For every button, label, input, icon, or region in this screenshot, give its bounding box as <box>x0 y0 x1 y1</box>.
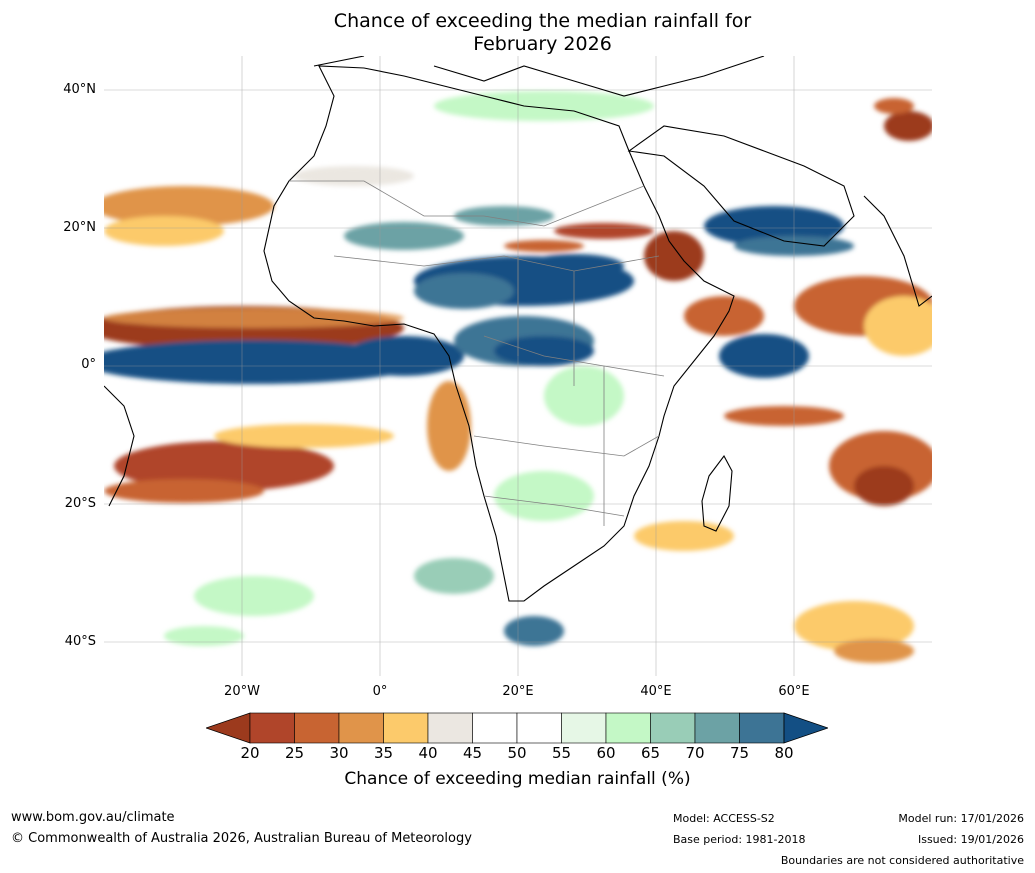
colorbar-extend-high <box>783 712 828 744</box>
footer-model-run: Model run: 17/01/2026 <box>898 812 1024 825</box>
colorbar-extend-low <box>206 712 251 744</box>
lon-label-20e: 20°E <box>502 684 534 699</box>
colorbar-tick-label: 70 <box>685 744 705 762</box>
colorbar-bin <box>249 712 295 744</box>
footer-model: Model: ACCESS-S2 <box>673 812 775 825</box>
lat-label-40n: 40°N <box>63 82 96 97</box>
colorbar-tick-label: 40 <box>418 744 438 762</box>
lon-label-0: 0° <box>372 684 388 699</box>
colorbar-bin <box>427 712 473 744</box>
coastlines <box>104 56 932 602</box>
footer-website: www.bom.gov.au/climate <box>11 810 175 825</box>
africa-coastline <box>263 65 735 602</box>
lat-label-20n: 20°N <box>63 220 96 235</box>
colorbar-bin <box>561 712 607 744</box>
title-line-2: February 2026 <box>473 33 612 55</box>
colorbar-bin <box>383 712 429 744</box>
colorbar-bin <box>694 712 740 744</box>
title-line-1: Chance of exceeding the median rainfall … <box>333 10 752 32</box>
colorbar-bin <box>472 712 518 744</box>
colorbar-tick-label: 65 <box>640 744 661 762</box>
colorbar-bin <box>338 712 384 744</box>
colorbar <box>206 712 828 744</box>
colorbar-tick-label: 75 <box>729 744 750 762</box>
colorbar-tick-label: 55 <box>551 744 572 762</box>
colorbar-title: Chance of exceeding median rainfall (%) <box>344 769 691 789</box>
colorbar-tick-label: 80 <box>774 744 794 762</box>
colorbar-tick-label: 30 <box>329 744 349 762</box>
colorbar-tick-label: 25 <box>284 744 305 762</box>
country-borders <box>289 180 665 526</box>
footer-issued: Issued: 19/01/2026 <box>917 833 1024 846</box>
colorbar-tick-label: 20 <box>240 744 260 762</box>
lat-label-40s: 40°S <box>64 634 96 649</box>
footer-copyright: © Commonwealth of Australia 2026, Austra… <box>11 831 472 846</box>
map-title: Chance of exceeding the median rainfall … <box>0 10 1035 56</box>
europe-coastline <box>313 56 765 97</box>
rainfall-probability-map <box>104 56 932 676</box>
map-panel <box>104 56 932 676</box>
lat-label-20s: 20°S <box>64 496 96 511</box>
colorbar-bin <box>516 712 562 744</box>
lon-label-20w: 20°W <box>224 684 260 699</box>
colorbar-tick-label: 60 <box>596 744 616 762</box>
arabia-coastline <box>627 125 855 247</box>
lon-label-40e: 40°E <box>640 684 672 699</box>
colorbar-tick-label: 45 <box>462 744 483 762</box>
footer-base-period: Base period: 1981-2018 <box>673 833 806 846</box>
footer-disclaimer: Boundaries are not considered authoritat… <box>780 854 1024 867</box>
colorbar-bin <box>739 712 785 744</box>
lat-label-equator: 0° <box>81 357 96 372</box>
india-coastline <box>863 195 932 307</box>
lon-label-60e: 60°E <box>778 684 810 699</box>
anomaly-field <box>104 91 932 663</box>
colorbar-bin <box>294 712 340 744</box>
colorbar-tick-label: 35 <box>373 744 394 762</box>
south-america-coastline <box>104 385 135 507</box>
graticule <box>104 56 932 676</box>
colorbar-tick-label: 50 <box>507 744 527 762</box>
colorbar-bin <box>650 712 696 744</box>
colorbar-bin <box>605 712 651 744</box>
madagascar-coastline <box>701 454 733 532</box>
